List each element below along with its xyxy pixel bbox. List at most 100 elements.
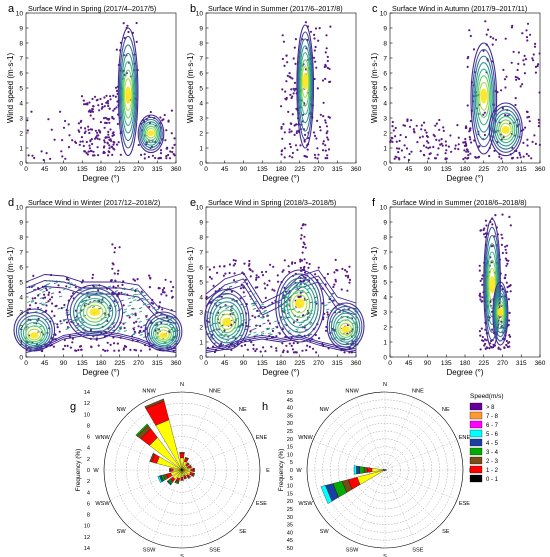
data-point [283, 131, 286, 134]
data-point [135, 40, 138, 44]
data-point [335, 268, 338, 272]
data-point [275, 347, 278, 350]
data-point [78, 143, 81, 146]
y-tick-label: 10 [380, 204, 388, 211]
data-point [484, 219, 487, 222]
data-point [490, 261, 493, 264]
contour-level [473, 55, 495, 140]
data-point [159, 152, 163, 155]
contour-segment [114, 290, 118, 293]
direction-label: WNW [95, 435, 110, 441]
data-point [283, 147, 286, 150]
contour-segment [224, 333, 228, 336]
contour-segment [261, 317, 265, 319]
data-point [442, 129, 445, 132]
data-point [64, 119, 67, 123]
r-tick-label: 12 [84, 535, 90, 541]
data-point [500, 233, 503, 236]
data-point [526, 39, 529, 42]
data-point [136, 278, 139, 281]
data-point [281, 34, 284, 37]
rose-wedge [193, 468, 195, 472]
data-point [291, 348, 294, 351]
data-point [90, 149, 93, 153]
data-point [518, 153, 522, 156]
data-point [288, 142, 291, 146]
legend-swatch [469, 438, 483, 447]
legend-label: 4 - 5 [486, 441, 499, 447]
data-point [271, 301, 274, 304]
data-point [213, 266, 216, 269]
data-point [488, 347, 491, 350]
data-point [478, 269, 481, 272]
data-point [285, 96, 288, 100]
data-point [487, 28, 490, 31]
data-point [484, 342, 487, 345]
data-point [34, 297, 37, 300]
x-tick-label: 315 [152, 360, 163, 367]
data-point [326, 55, 329, 59]
data-point [97, 289, 100, 292]
data-point [469, 120, 472, 123]
data-point [234, 259, 237, 262]
r-tick-label: 5 [290, 460, 293, 466]
radial-gridline [337, 422, 433, 518]
data-point [113, 300, 116, 303]
data-point [151, 302, 155, 305]
contour-level [204, 288, 250, 351]
data-point [324, 144, 327, 147]
data-point [307, 266, 310, 269]
panel-letter: h [262, 401, 268, 413]
data-point [504, 37, 507, 40]
contour-segment [67, 286, 72, 289]
data-point [84, 150, 87, 153]
x-tick-label: 180 [460, 360, 471, 367]
contour-level [120, 52, 136, 134]
contour-segment [265, 312, 269, 315]
data-point [269, 263, 272, 266]
data-point [312, 56, 316, 59]
r-tick-label: 0 [290, 468, 293, 474]
contour-segment [256, 315, 260, 318]
contour-segment [341, 310, 346, 313]
data-point [29, 304, 32, 307]
data-point [406, 119, 409, 123]
x-tick-label: 45 [221, 360, 229, 367]
x-tick-label: 135 [441, 360, 452, 367]
data-point [391, 125, 394, 128]
contour-segment [242, 295, 247, 298]
data-point [261, 274, 265, 277]
y-axis-label: Wind speed (m·s-1) [6, 247, 15, 318]
data-point [505, 344, 508, 347]
contour-segment [250, 329, 254, 332]
data-point [413, 131, 416, 134]
data-point [326, 130, 329, 133]
data-point [45, 289, 48, 292]
contour-segment [91, 305, 96, 308]
data-point [489, 35, 492, 39]
data-point [104, 136, 107, 139]
contour-segment [41, 303, 45, 306]
y-tick-label: 6 [19, 264, 23, 271]
data-point [126, 24, 129, 27]
direction-label: NNE [412, 389, 424, 395]
data-point [44, 296, 47, 299]
rose-wedge [359, 466, 365, 474]
y-tick-label: 9 [19, 219, 23, 226]
x-tick-label: 135 [257, 360, 268, 367]
data-point [457, 143, 460, 146]
contour-level [144, 125, 158, 141]
data-point [483, 338, 487, 341]
contour-segment [266, 328, 270, 331]
contour-segment [136, 299, 141, 302]
contour-level [278, 273, 322, 338]
data-point [281, 270, 284, 273]
data-point [533, 134, 536, 137]
data-point [501, 237, 504, 240]
contour-segment [129, 301, 133, 304]
contour-segment [277, 331, 281, 334]
contour-segment [269, 333, 273, 336]
data-point [465, 125, 468, 128]
x-tick-label: 0 [24, 166, 28, 173]
data-point [503, 276, 507, 279]
